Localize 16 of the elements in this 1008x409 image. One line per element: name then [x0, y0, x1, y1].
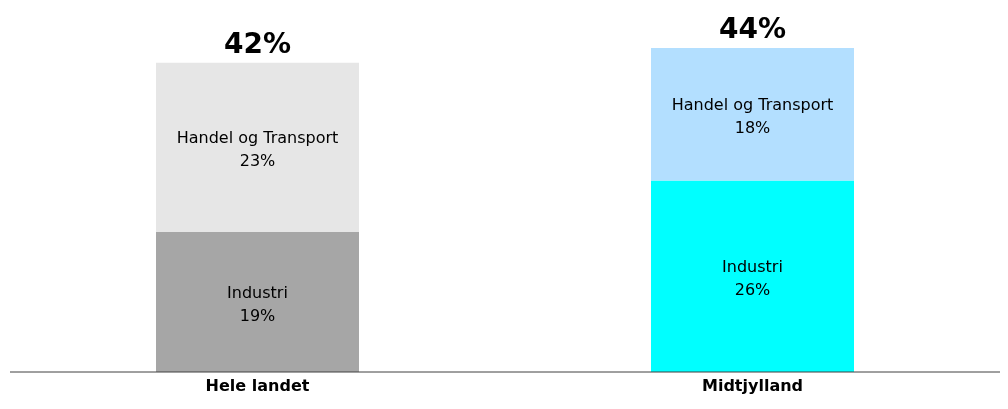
data-label: 26%: [734, 280, 771, 300]
text: Handel og Transport: [671, 95, 834, 115]
bar: [651, 48, 854, 181]
total-label: 42%: [223, 26, 292, 60]
series-label: Industri: [227, 283, 288, 303]
x-tick-label: Hele landet: [205, 376, 310, 396]
data-label: 19%: [239, 306, 276, 326]
data-label: 23%: [239, 151, 276, 171]
data-label: 18%: [734, 118, 771, 138]
series-label: Handel og Transport: [176, 128, 339, 148]
x-tick-label: Midtjylland: [701, 376, 804, 396]
total-label: 44%: [718, 12, 787, 45]
bar: [156, 62, 359, 233]
bar: [651, 180, 854, 372]
bar: [156, 232, 359, 372]
text: Industri: [722, 257, 783, 277]
